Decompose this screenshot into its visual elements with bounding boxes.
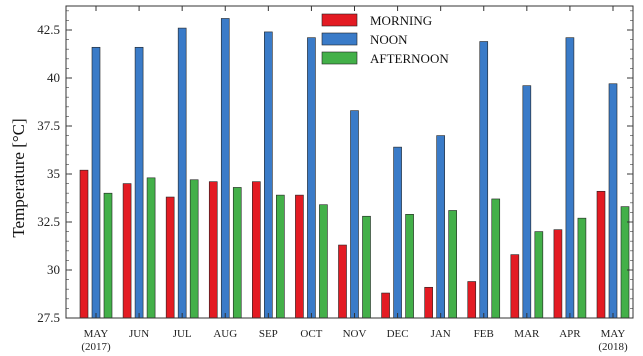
bar-morning-5: [295, 194, 304, 319]
bar-morning-4: [252, 181, 261, 319]
y-tick-label: 42.5: [37, 22, 60, 37]
bar-afternoon-8: [448, 210, 457, 319]
bar-morning-1: [122, 183, 132, 319]
x-tick-label: FEB: [474, 328, 494, 340]
legend-label-afternoon: AFTERNOON: [370, 51, 449, 66]
x-tick-label: AUG: [213, 328, 237, 340]
bar-noon-1: [134, 46, 144, 319]
bar-afternoon-6: [362, 215, 371, 319]
bar-morning-6: [338, 244, 347, 319]
legend-swatch-morning: [321, 13, 358, 27]
bar-afternoon-2: [189, 179, 199, 319]
x-tick-label: MAR: [514, 328, 540, 340]
bar-morning-8: [424, 286, 433, 319]
bar-afternoon-10: [534, 231, 544, 319]
y-tick-label: 37.5: [37, 118, 60, 133]
x-tick-label: (2017): [81, 341, 111, 353]
legend-label-morning: MORNING: [370, 13, 432, 28]
x-axis: MAY(2017)JUN JUL AUG SEP OCT NOV DEC JAN FEB MAR A…: [81, 6, 628, 353]
bar-noon-7: [393, 146, 402, 319]
x-tick-label: MAY: [601, 328, 626, 340]
x-tick-label: DEC: [387, 328, 409, 340]
bar-noon-4: [264, 31, 273, 319]
x-tick-label: MAY: [84, 328, 109, 340]
bar-afternoon-12: [620, 206, 630, 319]
legend-swatch-afternoon: [321, 51, 358, 65]
x-tick-label: JUN: [129, 328, 149, 340]
bar-afternoon-9: [491, 198, 501, 319]
bar-noon-5: [307, 37, 316, 319]
bar-noon-0: [91, 46, 101, 319]
bar-morning-10: [510, 254, 520, 319]
bar-noon-12: [608, 83, 618, 319]
y-tick-label: 32.5: [37, 214, 60, 229]
x-tick-label: OCT: [300, 328, 322, 340]
bar-morning-3: [208, 181, 218, 319]
bar-afternoon-4: [276, 194, 285, 319]
bar-afternoon-3: [232, 187, 242, 319]
bar-noon-8: [436, 135, 445, 319]
x-tick-label: APR: [559, 328, 581, 340]
bar-morning-9: [467, 281, 477, 319]
bar-morning-2: [165, 196, 175, 319]
bar-morning-7: [381, 292, 390, 319]
y-axis-label: Temperature [°C]: [9, 118, 28, 237]
bar-noon-6: [350, 110, 359, 319]
bar-morning-11: [553, 229, 563, 319]
x-tick-label: (2018): [598, 341, 628, 353]
bar-afternoon-5: [319, 204, 328, 319]
legend-swatch-noon: [321, 32, 358, 46]
bar-afternoon-11: [577, 217, 587, 319]
x-tick-label: JAN: [431, 328, 451, 340]
bar-morning-12: [596, 190, 606, 319]
bar-afternoon-1: [146, 177, 156, 319]
bar-afternoon-0: [103, 192, 113, 319]
bar-morning-0: [79, 169, 89, 319]
legend: MORNING NOON AFTERNOON: [321, 13, 449, 66]
legend-label-noon: NOON: [370, 32, 408, 47]
bar-noon-11: [565, 37, 575, 319]
x-tick-label: NOV: [343, 328, 367, 340]
y-tick-label: 35: [47, 166, 60, 181]
y-tick-label: 30: [47, 262, 60, 277]
bar-afternoon-7: [405, 214, 414, 319]
bar-noon-10: [522, 85, 532, 319]
x-tick-label: SEP: [259, 328, 278, 340]
bar-noon-2: [177, 27, 187, 319]
bar-noon-3: [220, 18, 230, 319]
x-tick-label: JUL: [173, 328, 192, 340]
y-tick-label: 40: [47, 70, 60, 85]
y-tick-label: 27.5: [37, 310, 60, 325]
bars-group: [79, 18, 630, 319]
bar-noon-9: [479, 41, 489, 319]
plot-frame: [65, 5, 634, 319]
